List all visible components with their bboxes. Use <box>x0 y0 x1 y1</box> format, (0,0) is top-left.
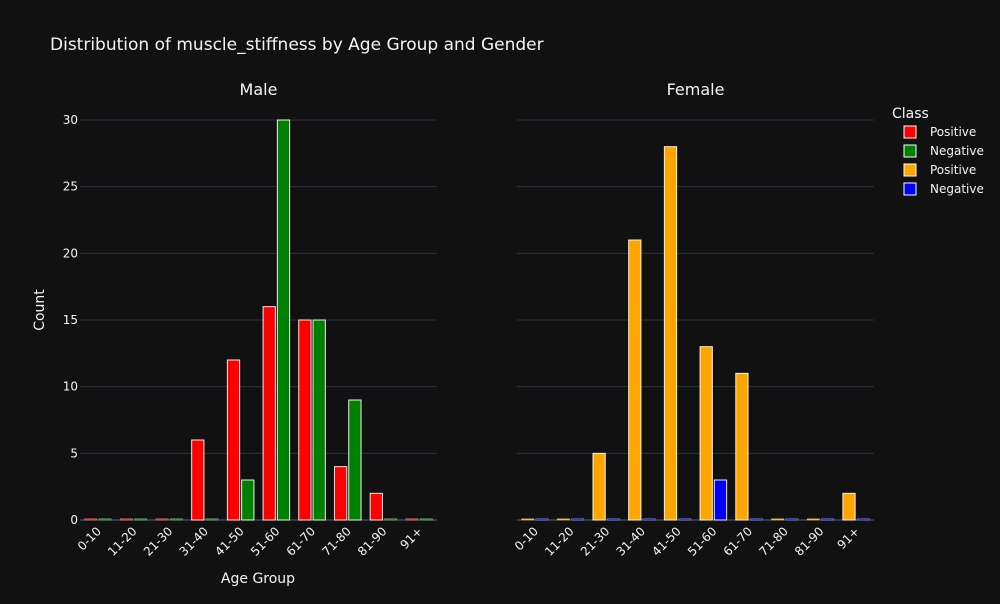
subplot-male: 0 5 10 15 20 25 30 Male 0-10 11-20 21-30 31-40 41-50… <box>63 80 437 559</box>
chart-title: Distribution of muscle_stiffness by Age … <box>50 35 544 55</box>
bar-male-negative-51-60[interactable] <box>276 119 291 521</box>
subplot-title: Female <box>667 80 725 99</box>
bar-male-positive-11-20[interactable] <box>119 518 133 521</box>
bar-female-positive-11-20[interactable] <box>556 518 570 521</box>
bar-male-positive-51-60[interactable] <box>262 306 276 521</box>
bar-female-negative-71-80[interactable] <box>785 518 799 521</box>
y-tick-label: 5 <box>70 446 78 460</box>
y-tick-label: 20 <box>63 246 78 260</box>
bar-male-positive-21-30[interactable] <box>155 518 169 521</box>
legend-item-negative-3[interactable]: Negative <box>903 182 984 196</box>
bar-male-positive-31-40[interactable] <box>191 439 205 521</box>
y-tick-label: 10 <box>63 380 78 394</box>
bar-male-negative-31-40[interactable] <box>205 518 219 521</box>
y-tick-label: 25 <box>63 180 78 194</box>
legend[interactable]: Class Positive Negative Positive Negative <box>892 106 984 196</box>
x-tick-label: 51-60 <box>248 524 283 559</box>
legend-label: Negative <box>930 144 984 158</box>
x-tick-label: 0-10 <box>512 524 541 553</box>
bar-male-positive-0-10[interactable] <box>84 518 98 521</box>
y-axis-label: Count <box>32 289 48 331</box>
bar-male-negative-41-50[interactable] <box>241 479 255 521</box>
bar-male-negative-71-80[interactable] <box>348 399 362 521</box>
legend-label: Positive <box>930 125 976 139</box>
legend-item-positive-0[interactable]: Positive <box>903 125 976 139</box>
bar-male-negative-91+[interactable] <box>419 518 433 521</box>
bar-female-negative-91+[interactable] <box>856 518 870 521</box>
bar-male-negative-0-10[interactable] <box>98 518 112 521</box>
bar-male-positive-61-70[interactable] <box>298 319 312 521</box>
bar-female-positive-91+[interactable] <box>842 492 856 521</box>
bar-female-positive-51-60[interactable] <box>699 346 713 521</box>
bar-male-negative-11-20[interactable] <box>134 518 148 521</box>
y-tick-label: 15 <box>63 313 78 327</box>
x-tick-label: 31-40 <box>177 524 212 559</box>
legend-label: Negative <box>930 182 984 196</box>
bar-male-negative-21-30[interactable] <box>169 518 183 521</box>
bar-female-negative-61-70[interactable] <box>749 518 763 521</box>
subplot-female: Female 0-10 11-20 21-30 31-40 41-50 51-60 61-70… <box>512 80 874 559</box>
legend-swatch <box>903 125 917 139</box>
x-tick-label: 61-70 <box>284 524 319 559</box>
bar-female-positive-21-30[interactable] <box>592 452 606 521</box>
bar-male-negative-81-90[interactable] <box>384 518 398 521</box>
bar-female-negative-51-60[interactable] <box>713 479 728 521</box>
bar-female-positive-61-70[interactable] <box>735 372 749 521</box>
bar-female-negative-81-90[interactable] <box>821 518 835 521</box>
bar-female-negative-11-20[interactable] <box>571 518 585 521</box>
x-tick-label: 51-60 <box>685 524 720 559</box>
legend-swatch <box>903 144 917 158</box>
subplot-title: Male <box>240 80 278 99</box>
bar-male-positive-71-80[interactable] <box>333 466 348 521</box>
x-tick-label: 91+ <box>834 524 862 552</box>
x-tick-label: 41-50 <box>212 524 247 559</box>
x-axis-label: Age Group <box>221 571 295 587</box>
legend-swatch <box>903 163 917 177</box>
legend-swatch <box>903 182 917 196</box>
x-tick-label: 61-70 <box>721 524 756 559</box>
bar-female-positive-71-80[interactable] <box>771 518 785 521</box>
x-tick-label: 11-20 <box>542 524 577 559</box>
bar-female-negative-0-10[interactable] <box>535 518 549 521</box>
x-tick-label: 0-10 <box>75 524 104 553</box>
x-tick-label: 41-50 <box>649 524 684 559</box>
bar-female-negative-41-50[interactable] <box>678 518 692 521</box>
bar-female-positive-41-50[interactable] <box>663 146 678 521</box>
bar-male-positive-41-50[interactable] <box>226 359 241 521</box>
x-tick-label: 71-80 <box>756 524 791 559</box>
x-tick-label: 21-30 <box>578 524 613 559</box>
legend-item-negative-1[interactable]: Negative <box>903 144 984 158</box>
bar-female-negative-21-30[interactable] <box>606 518 620 521</box>
bar-male-positive-81-90[interactable] <box>369 492 383 521</box>
bar-male-negative-61-70[interactable] <box>312 319 326 521</box>
legend-title: Class <box>892 106 929 122</box>
x-tick-label: 81-90 <box>792 524 827 559</box>
x-tick-label: 91+ <box>397 524 425 552</box>
y-tick-label: 0 <box>70 513 78 527</box>
bar-female-negative-31-40[interactable] <box>642 518 656 521</box>
bar-male-positive-91+[interactable] <box>405 518 419 521</box>
bar-female-positive-81-90[interactable] <box>806 518 820 521</box>
y-tick-label: 30 <box>63 113 78 127</box>
legend-item-positive-2[interactable]: Positive <box>903 163 976 177</box>
x-tick-label: 71-80 <box>319 524 354 559</box>
x-tick-label: 81-90 <box>355 524 390 559</box>
x-tick-label: 21-30 <box>141 524 176 559</box>
x-tick-label: 11-20 <box>105 524 140 559</box>
bar-female-positive-31-40[interactable] <box>628 239 642 521</box>
legend-label: Positive <box>930 163 976 177</box>
x-tick-label: 31-40 <box>614 524 649 559</box>
bar-female-positive-0-10[interactable] <box>521 518 535 521</box>
